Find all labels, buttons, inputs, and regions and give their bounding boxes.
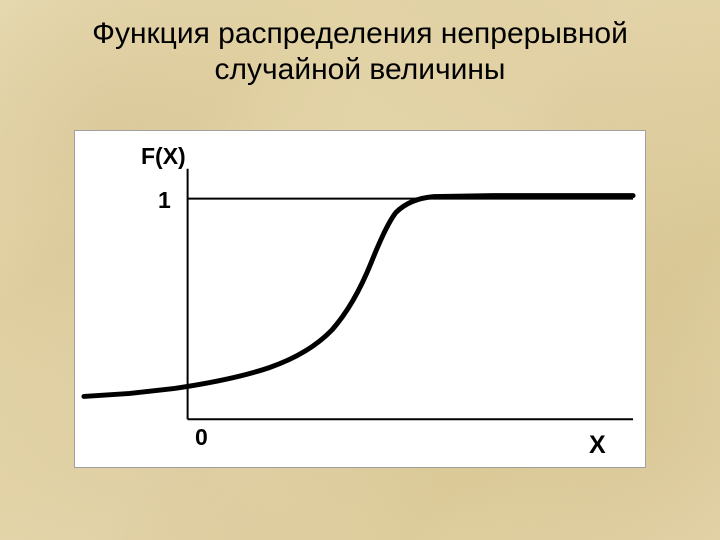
y-axis-label: F(X) (141, 143, 186, 170)
y-tick-1: 1 (158, 187, 171, 214)
cdf-curve (84, 196, 633, 397)
x-axis-label: X (589, 431, 606, 460)
title-line-2: случайной величины (0, 52, 720, 88)
slide-title: Функция распределения непрерывной случай… (0, 16, 720, 88)
origin-tick-0: 0 (195, 424, 208, 451)
chart-svg (75, 131, 645, 467)
cdf-chart: F(X) 1 0 X (74, 130, 646, 468)
title-line-1: Функция распределения непрерывной (0, 16, 720, 52)
slide: Функция распределения непрерывной случай… (0, 0, 720, 540)
